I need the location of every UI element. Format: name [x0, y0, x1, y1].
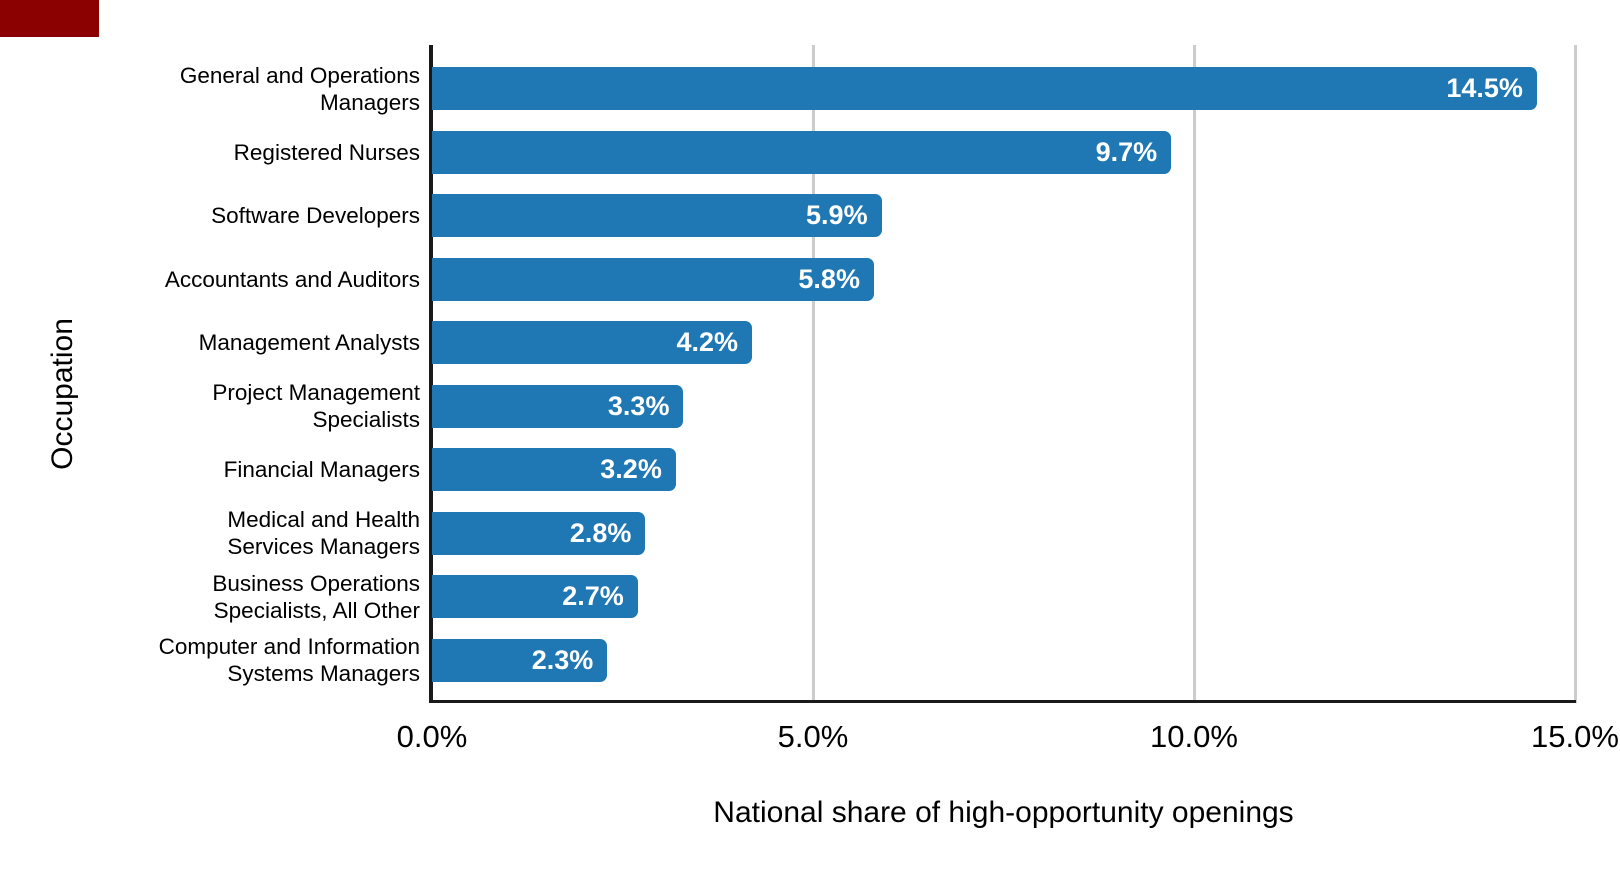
x-tick-label: 0.0%	[396, 719, 468, 754]
bar: 2.8%	[432, 511, 646, 555]
category-label: General and Operations Managers	[179, 62, 420, 115]
category-label: Medical and Health Services Managers	[227, 507, 420, 559]
bar-value-label: 4.2%	[676, 327, 739, 357]
category-label: Accountants and Auditors	[164, 266, 420, 292]
x-axis-title: National share of high-opportunity openi…	[713, 796, 1294, 829]
x-tick-label: 10.0%	[1150, 719, 1238, 754]
bar: 3.2%	[432, 448, 676, 491]
gridline	[811, 45, 815, 703]
x-tick-label: 5.0%	[777, 719, 849, 754]
bar-value-label: 3.3%	[607, 390, 670, 421]
gridline	[1192, 45, 1196, 703]
bar: 5.8%	[432, 257, 874, 301]
category-label: Computer and Information Systems Manager…	[158, 634, 420, 686]
y-axis-title: Occupation	[46, 318, 79, 470]
bar-value-label: 5.9%	[806, 200, 868, 230]
bar-value-label: 5.8%	[798, 263, 860, 294]
bar: 14.5%	[432, 67, 1537, 110]
bar-value-label: 14.5%	[1446, 73, 1523, 103]
gridline	[1573, 45, 1577, 703]
x-axis-line	[429, 700, 1576, 703]
category-label: Registered Nurses	[233, 139, 420, 165]
bar: 2.3%	[432, 638, 608, 682]
x-tick-label: 15.0%	[1531, 719, 1619, 754]
category-label: Project Management Specialists	[212, 380, 420, 432]
bar: 2.7%	[432, 575, 638, 618]
category-label: Business Operations Specialists, All Oth…	[212, 570, 420, 623]
bar: 9.7%	[432, 130, 1172, 174]
corner-marker	[0, 0, 99, 37]
bar: 4.2%	[432, 321, 753, 364]
bar: 3.3%	[432, 384, 684, 428]
bar: 5.9%	[432, 194, 882, 237]
y-axis-line	[429, 45, 433, 703]
bar-value-label: 3.2%	[600, 454, 662, 484]
bar-value-label: 2.8%	[569, 517, 632, 548]
category-label: Financial Managers	[223, 457, 420, 482]
category-label: Software Developers	[211, 203, 420, 228]
bar-value-label: 2.7%	[562, 581, 624, 611]
bar-value-label: 9.7%	[1095, 136, 1158, 167]
bar-value-label: 2.3%	[531, 644, 594, 675]
category-label: Management Analysts	[198, 330, 420, 355]
